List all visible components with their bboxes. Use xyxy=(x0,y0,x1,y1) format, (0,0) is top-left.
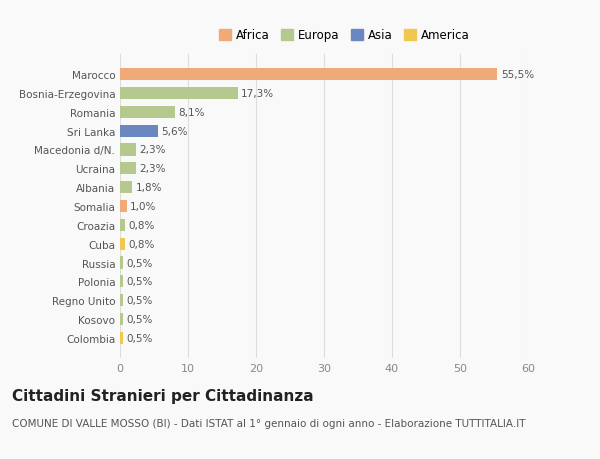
Text: 0,5%: 0,5% xyxy=(127,258,153,268)
Bar xyxy=(120,219,125,231)
Text: 0,8%: 0,8% xyxy=(129,239,155,249)
Legend: Africa, Europa, Asia, America: Africa, Europa, Asia, America xyxy=(215,25,474,47)
Text: COMUNE DI VALLE MOSSO (BI) - Dati ISTAT al 1° gennaio di ogni anno - Elaborazion: COMUNE DI VALLE MOSSO (BI) - Dati ISTAT … xyxy=(12,418,526,428)
Text: Cittadini Stranieri per Cittadinanza: Cittadini Stranieri per Cittadinanza xyxy=(12,388,314,403)
Text: 17,3%: 17,3% xyxy=(241,89,274,99)
Text: 2,3%: 2,3% xyxy=(139,145,166,155)
Bar xyxy=(120,125,158,137)
Text: 1,8%: 1,8% xyxy=(136,183,162,193)
Bar xyxy=(120,238,125,250)
Text: 0,5%: 0,5% xyxy=(127,277,153,287)
Text: 0,5%: 0,5% xyxy=(127,333,153,343)
Bar xyxy=(120,106,175,119)
Text: 1,0%: 1,0% xyxy=(130,202,157,212)
Bar xyxy=(120,276,124,288)
Bar xyxy=(120,144,136,156)
Bar xyxy=(120,294,124,307)
Text: 0,8%: 0,8% xyxy=(129,220,155,230)
Bar xyxy=(120,163,136,175)
Text: 55,5%: 55,5% xyxy=(501,70,534,80)
Text: 0,5%: 0,5% xyxy=(127,296,153,306)
Bar xyxy=(120,313,124,325)
Bar xyxy=(120,69,497,81)
Bar xyxy=(120,257,124,269)
Bar xyxy=(120,332,124,344)
Text: 8,1%: 8,1% xyxy=(178,107,205,118)
Text: 0,5%: 0,5% xyxy=(127,314,153,325)
Bar xyxy=(120,201,127,213)
Bar xyxy=(120,88,238,100)
Bar xyxy=(120,182,132,194)
Text: 5,6%: 5,6% xyxy=(161,126,188,136)
Text: 2,3%: 2,3% xyxy=(139,164,166,174)
